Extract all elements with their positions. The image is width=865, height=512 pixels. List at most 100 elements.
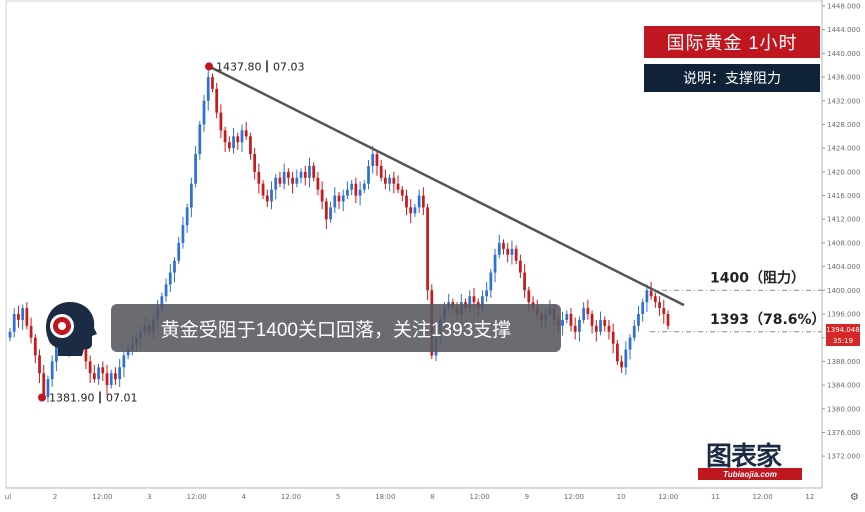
candle-body <box>409 207 413 214</box>
candle-body <box>362 183 366 190</box>
candle-body <box>109 373 113 386</box>
candle-body <box>29 325 33 338</box>
y-tick-label: 1420.000 <box>827 168 860 176</box>
candle-body <box>489 272 493 291</box>
candle-body <box>249 136 252 155</box>
brand-logo-main: 图表家 <box>706 442 782 472</box>
y-tick-label: 1412.000 <box>827 216 860 224</box>
candle-body <box>198 124 202 155</box>
candle-body <box>472 296 476 303</box>
candle-body <box>105 373 109 386</box>
candle-body <box>599 319 602 332</box>
candle-body <box>253 154 257 172</box>
chart-note: 说明：支撑阻力 <box>644 64 820 92</box>
candle-body <box>388 177 391 184</box>
candle-body <box>308 165 311 178</box>
candle-body <box>126 349 130 356</box>
candle-body <box>502 242 505 249</box>
candle-body <box>586 308 590 314</box>
candle-body <box>312 165 316 178</box>
candle-body <box>55 343 58 362</box>
settings-gear-icon[interactable]: ⚙ <box>850 492 859 503</box>
y-tick-label: 1388.000 <box>827 358 860 366</box>
candle-body <box>194 154 197 184</box>
candle-body <box>101 367 105 374</box>
candle-body <box>396 183 400 190</box>
x-tick-label: 10 <box>617 493 626 501</box>
candle-body <box>350 183 354 190</box>
extreme-point-marker <box>205 62 213 71</box>
candle-body <box>265 195 269 202</box>
candle-body <box>185 207 189 226</box>
candle-body <box>303 171 307 178</box>
x-tick-label: 12:00 <box>92 493 112 501</box>
y-tick-label: 1424.000 <box>827 145 860 153</box>
candle-body <box>582 308 586 320</box>
candle-body <box>565 314 569 320</box>
y-tick-label: 1372.000 <box>827 453 860 461</box>
candle-body <box>320 189 324 202</box>
y-tick-label: 1432.000 <box>827 97 860 105</box>
candle-body <box>481 296 484 309</box>
candle-body <box>527 290 531 303</box>
candle-body <box>88 361 92 374</box>
candle-body <box>97 367 100 380</box>
candle-body <box>274 177 278 190</box>
extreme-price-label: 1381.90 <box>49 392 95 405</box>
extreme-point-marker <box>38 393 46 402</box>
x-tick-label: 12:00 <box>658 493 678 501</box>
x-tick-label: 8 <box>430 493 434 501</box>
price-tag-timer: 35:19 <box>826 335 860 346</box>
x-tick-label: 4 <box>242 493 247 501</box>
candle-body <box>8 331 12 338</box>
x-tick-label: 2 <box>53 493 57 501</box>
candle-body <box>341 195 345 202</box>
candle-body <box>278 177 282 184</box>
y-tick-label: 1428.000 <box>827 121 860 129</box>
candle-body <box>506 248 510 255</box>
candle-body <box>400 189 404 196</box>
resistance-trendline[interactable] <box>208 65 685 307</box>
x-tick-label: 12:00 <box>281 493 301 501</box>
extreme-date-label: 07.03 <box>273 60 305 73</box>
extreme-price-label: 1437.80 <box>216 60 262 73</box>
candle-body <box>223 130 227 143</box>
candle-body <box>337 195 341 202</box>
candle-body <box>417 195 421 208</box>
candle-body <box>236 136 240 143</box>
candle-body <box>645 290 649 303</box>
candle-body <box>624 349 628 368</box>
candle-body <box>173 260 176 273</box>
candle-body <box>329 207 332 220</box>
candle-body <box>219 112 223 131</box>
candle-body <box>244 130 248 137</box>
candle-body <box>426 207 429 291</box>
y-tick-label: 1448.000 <box>827 3 860 11</box>
x-tick-label: 11 <box>711 493 720 501</box>
candle-body <box>299 171 303 178</box>
x-tick-label: 18:00 <box>375 493 395 501</box>
y-tick-label: 1444.000 <box>827 26 860 34</box>
candle-body <box>371 154 375 166</box>
y-tick-label: 1376.000 <box>827 429 860 437</box>
extreme-date-label: 07.01 <box>106 392 138 405</box>
candle-body <box>421 195 425 208</box>
candle-body <box>468 296 472 309</box>
candle-body <box>206 77 210 101</box>
x-axis: ul 2 12:00 3 12:00 4 12:00 5 18:00 8 12:00 9 12:00 10… <box>5 487 822 501</box>
x-tick-label: 12 <box>805 493 814 501</box>
y-tick-label: 1396.000 <box>827 311 860 319</box>
candle-body <box>232 136 235 149</box>
candle-body <box>493 254 497 273</box>
y-tick-label: 1408.000 <box>827 239 860 247</box>
candle-body <box>211 77 214 89</box>
candle-body <box>160 296 164 309</box>
candle-body <box>637 314 640 326</box>
x-tick-label: 12:00 <box>753 493 773 501</box>
candle-body <box>33 337 37 356</box>
candle-body <box>658 302 661 309</box>
candle-body <box>616 343 619 362</box>
price-tag-current: 1394.048 <box>826 324 860 335</box>
x-tick-label: 12:00 <box>564 493 584 501</box>
candle-body <box>653 296 657 303</box>
